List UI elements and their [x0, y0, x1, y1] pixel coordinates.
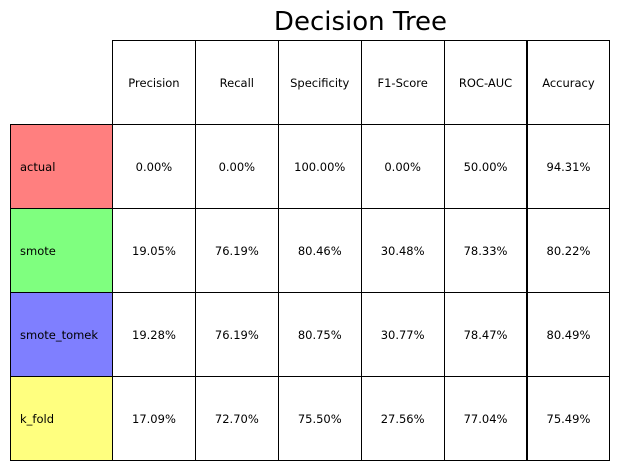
table-cell: 76.19% — [194, 292, 279, 377]
column-header: ROC-AUC — [443, 40, 528, 125]
table-cell: 27.56% — [360, 376, 445, 461]
table-cell: 100.00% — [277, 124, 362, 209]
table-cell: 78.33% — [443, 208, 528, 293]
table-cell: 19.28% — [112, 292, 196, 377]
row-header: actual — [10, 124, 113, 209]
table-cell: 0.00% — [360, 124, 445, 209]
column-header: Specificity — [277, 40, 362, 125]
column-header: Precision — [112, 40, 196, 125]
table-cell: 80.22% — [526, 208, 611, 293]
table-cell: 72.70% — [194, 376, 279, 461]
table-cell: 50.00% — [443, 124, 528, 209]
table-cell: 77.04% — [443, 376, 528, 461]
table-cell: 78.47% — [443, 292, 528, 377]
table-cell: 94.31% — [526, 124, 611, 209]
table-cell: 0.00% — [112, 124, 196, 209]
table-cell: 75.50% — [277, 376, 362, 461]
table-cell: 30.48% — [360, 208, 445, 293]
column-header: Accuracy — [526, 40, 611, 125]
row-header: smote_tomek — [10, 292, 113, 377]
table-cell: 80.49% — [526, 292, 611, 377]
table-cell: 75.49% — [526, 376, 611, 461]
chart-title: Decision Tree — [273, 7, 448, 37]
table-cell: 76.19% — [194, 208, 279, 293]
table-cell: 17.09% — [112, 376, 196, 461]
table-cell: 80.46% — [277, 208, 362, 293]
table-cell: 19.05% — [112, 208, 196, 293]
table-cell: 0.00% — [194, 124, 279, 209]
row-header: smote — [10, 208, 113, 293]
row-header: k_fold — [10, 376, 113, 461]
column-header: F1-Score — [360, 40, 445, 125]
column-header: Recall — [194, 40, 279, 125]
table-cell: 80.75% — [277, 292, 362, 377]
table-cell: 30.77% — [360, 292, 445, 377]
